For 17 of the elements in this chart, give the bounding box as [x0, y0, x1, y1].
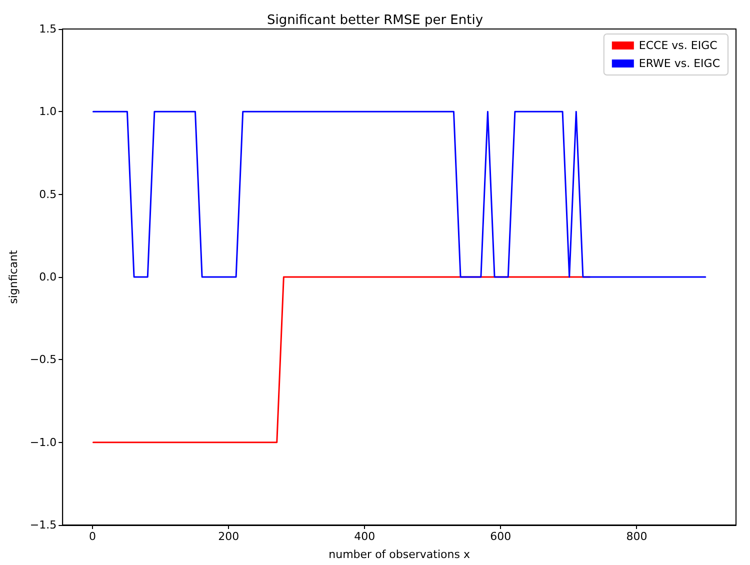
x-tick-label: 600: [490, 530, 512, 543]
x-tick-label: 0: [89, 530, 96, 543]
legend-label: ECCE vs. EIGC: [638, 39, 718, 52]
y-axis-title: signficant: [7, 249, 20, 304]
x-tick-label: 400: [354, 530, 376, 543]
y-tick-label: 1.0: [39, 105, 57, 118]
x-tick-label: 800: [626, 530, 648, 543]
legend-label: ERWE vs. EIGC: [638, 57, 720, 70]
chart-title: Significant better RMSE per Entiy: [266, 13, 484, 28]
y-tick-label: 0.0: [39, 270, 57, 284]
x-tick-label: 200: [218, 530, 240, 543]
y-tick-label: 1.5: [39, 22, 57, 36]
y-tick-label: 0.5: [39, 188, 57, 201]
x-axis-title: number of observations x: [328, 548, 470, 561]
y-tick-label: −0.5: [30, 353, 57, 366]
y-tick-label: −1.0: [30, 436, 57, 449]
y-tick-label: −1.5: [30, 518, 57, 532]
